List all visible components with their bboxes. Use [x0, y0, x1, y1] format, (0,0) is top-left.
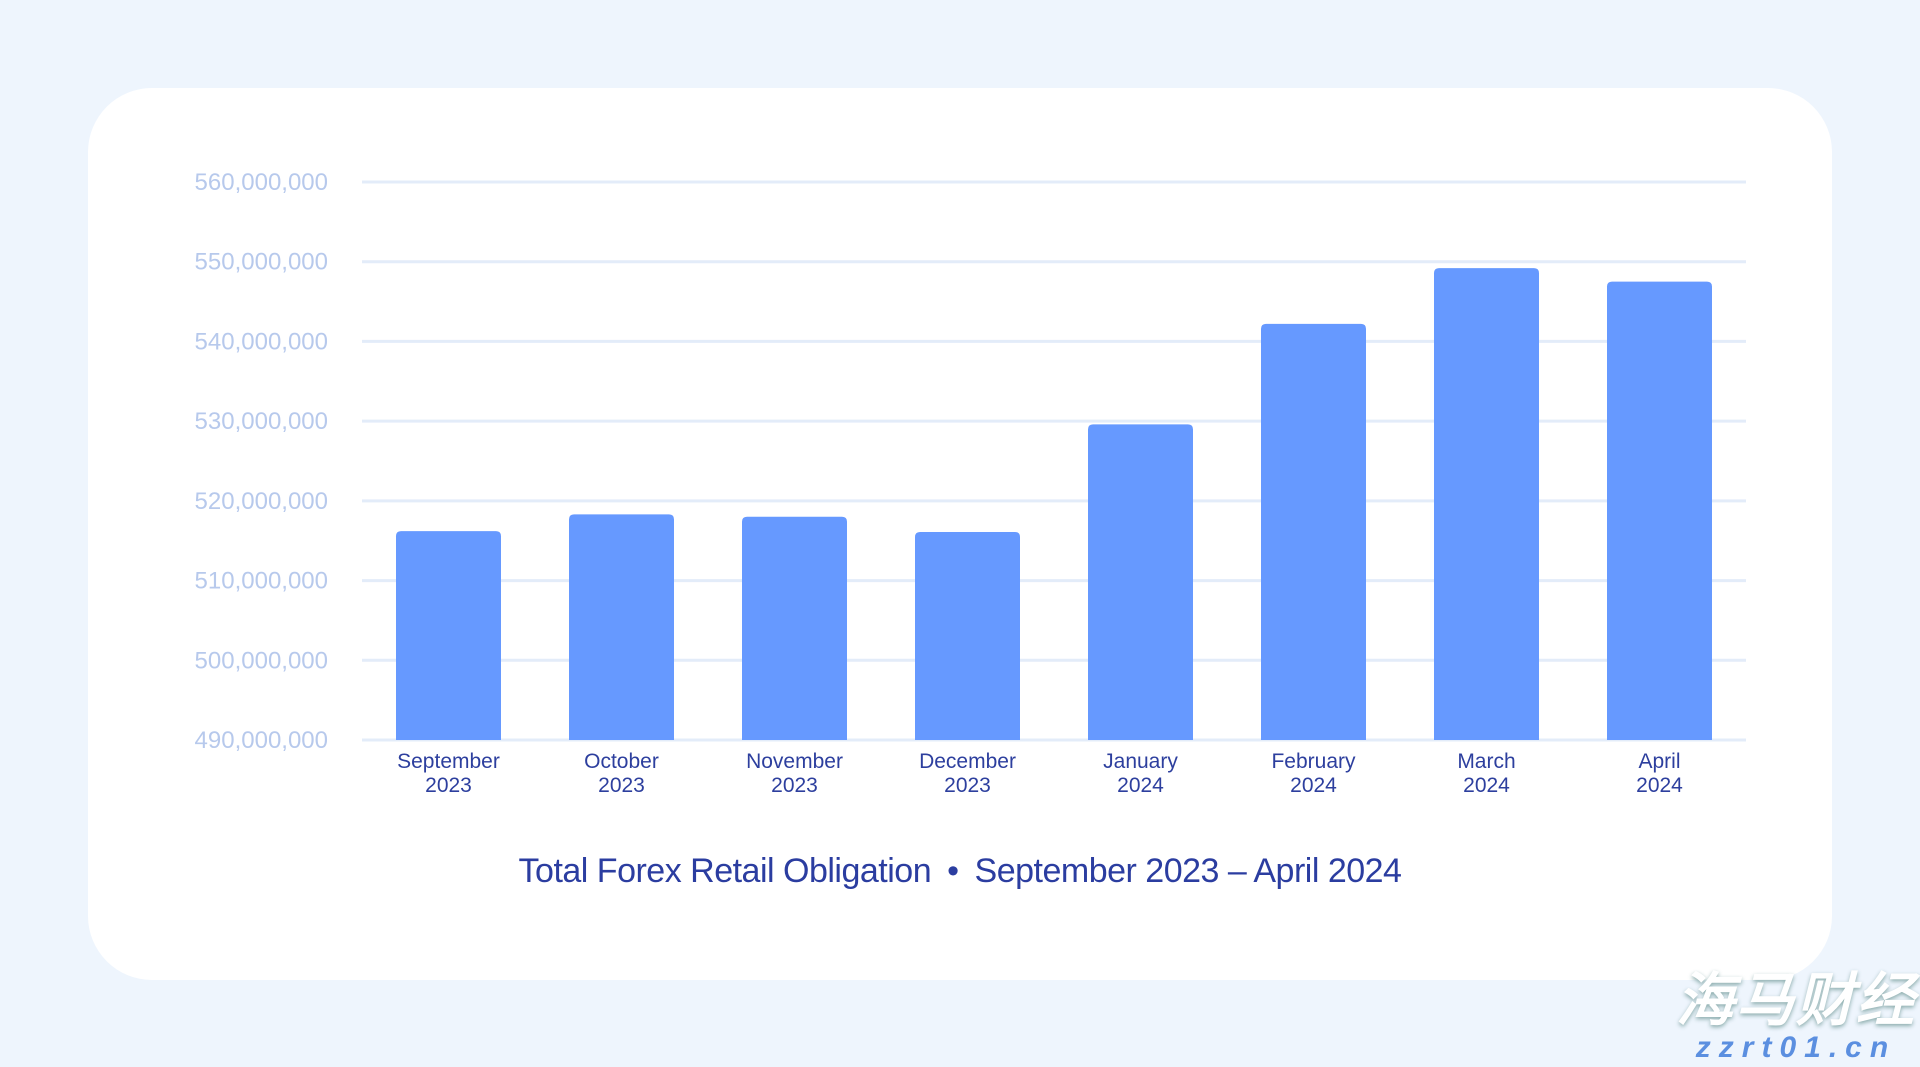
watermark-logo: 海马财经 zzrt01.cn	[1676, 953, 1916, 1065]
bar	[1434, 268, 1539, 740]
y-tick-label: 550,000,000	[195, 249, 328, 276]
bar	[915, 531, 1020, 740]
bar	[1607, 281, 1712, 740]
x-tick-label: 2023	[944, 774, 991, 797]
y-tick-label: 520,000,000	[195, 488, 328, 515]
y-tick-label: 490,000,000	[195, 727, 328, 754]
x-tick-label: March	[1457, 750, 1515, 773]
watermark-url: zzrt01.cn	[1695, 1031, 1897, 1064]
x-tick-label: November	[746, 750, 843, 773]
x-tick-label: December	[919, 750, 1016, 773]
y-tick-label: 530,000,000	[195, 408, 328, 435]
x-tick-label: 2024	[1117, 774, 1164, 797]
title-text: Total Forex Retail Obligation	[518, 852, 932, 890]
x-tick-label: April	[1638, 750, 1680, 773]
subtitle-text: September 2023 – April 2024	[974, 852, 1402, 890]
y-tick-label: 500,000,000	[195, 647, 328, 674]
y-tick-label: 540,000,000	[195, 328, 328, 355]
watermark-text: 海马财经	[1675, 968, 1916, 1033]
y-tick-label: 510,000,000	[195, 568, 328, 595]
bar	[396, 531, 501, 740]
x-tick-label: January	[1103, 750, 1178, 773]
x-tick-label: 2023	[771, 774, 818, 797]
x-tick-label: 2023	[598, 774, 645, 797]
title-separator: •	[947, 852, 959, 890]
x-tick-label: October	[584, 750, 659, 773]
y-tick-label: 560,000,000	[195, 169, 328, 196]
x-tick-label: February	[1271, 750, 1356, 773]
bar	[742, 516, 847, 740]
x-tick-label: September	[397, 750, 500, 773]
x-tick-label: 2024	[1290, 774, 1337, 797]
x-tick-label: 2024	[1463, 774, 1510, 797]
x-tick-label: 2023	[425, 774, 472, 797]
bar	[1261, 323, 1366, 740]
x-tick-label: 2024	[1636, 774, 1683, 797]
chart-title: Total Forex Retail Obligation • September …	[0, 852, 1920, 891]
bar	[1088, 424, 1193, 740]
bar	[569, 514, 674, 740]
